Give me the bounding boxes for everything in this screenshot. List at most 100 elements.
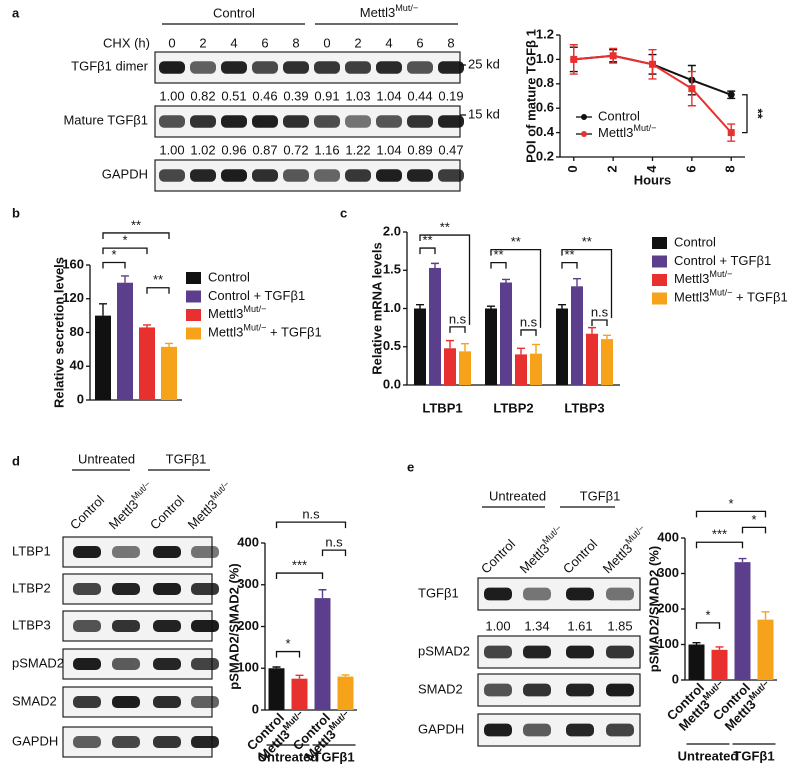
blot-band	[606, 587, 634, 601]
bar	[414, 308, 426, 385]
legend-marker	[581, 131, 587, 137]
data-point	[570, 55, 578, 63]
x-tick-label: 8	[723, 165, 738, 172]
bar	[571, 286, 583, 385]
blot-band	[112, 546, 140, 558]
error-bar	[318, 589, 327, 599]
error-bar	[416, 303, 424, 309]
blot-band	[190, 61, 216, 74]
significance-bracket	[102, 261, 126, 269]
significance-label: **	[440, 219, 450, 234]
y-tick-label: 0	[77, 391, 84, 406]
error-bar	[603, 334, 611, 340]
blot-band	[345, 61, 371, 74]
row-label: LTBP1	[12, 543, 51, 558]
quant-value: 1.04	[376, 88, 401, 103]
bar	[556, 308, 568, 385]
y-axis-label: Relative mRNA levels	[369, 242, 384, 374]
quant-value: 0.89	[407, 142, 432, 157]
blot-band	[606, 683, 634, 697]
quant-value: 0.87	[252, 142, 277, 157]
blot-band	[252, 61, 278, 74]
y-tick-label: 100	[237, 660, 259, 675]
data-point	[609, 52, 617, 60]
quant-value: 1.00	[485, 618, 510, 633]
bar	[711, 649, 728, 680]
significance-bracket	[275, 650, 301, 658]
significance-bracket	[275, 572, 324, 580]
y-tick-label: 200	[237, 618, 259, 633]
error-bar	[588, 326, 596, 334]
blot-band	[191, 583, 219, 595]
bar	[161, 346, 177, 400]
lane-label: Control	[147, 492, 187, 532]
blot-band	[314, 115, 340, 128]
legend-label: Mettl3Mut/− + TGFβ1	[208, 323, 322, 340]
lane-label: Mettl3Mut/−	[184, 479, 237, 532]
significance-bracket	[490, 261, 507, 269]
blot-band	[112, 658, 140, 670]
significance-label: *	[751, 512, 756, 527]
y-tick-label: 0.5	[383, 338, 401, 353]
blot-band	[191, 696, 219, 708]
quant-value: 0.39	[283, 88, 308, 103]
data-point	[727, 129, 735, 137]
error-bar	[532, 343, 540, 354]
blot-band	[484, 587, 512, 601]
y-tick-label: 200	[657, 600, 679, 615]
blot-band	[606, 723, 634, 737]
blot-band	[221, 169, 247, 182]
panel-label: e	[407, 459, 414, 474]
row-label: TGFβ1	[418, 585, 459, 600]
error-bar	[143, 324, 151, 328]
error-bar	[573, 277, 581, 287]
significance-label: ***	[712, 527, 727, 542]
size-marker: 15 kd	[468, 106, 500, 121]
row-label: pSMAD2	[12, 655, 64, 670]
blot-band	[283, 115, 309, 128]
significance-label: n.s	[325, 535, 343, 550]
bar	[444, 348, 456, 385]
blot-band	[283, 169, 309, 182]
panel-label: d	[12, 453, 20, 468]
blot-band	[345, 115, 371, 128]
blot-band	[566, 587, 594, 601]
time-point: 6	[416, 35, 423, 50]
legend-swatch	[186, 272, 201, 284]
legend-label: Mettl3Mut/−	[208, 304, 266, 321]
y-tick-label: 1.2	[536, 26, 554, 41]
bar	[530, 353, 542, 385]
blot-band	[523, 645, 551, 659]
bar	[268, 668, 285, 710]
blot-band	[153, 546, 181, 558]
legend-swatch	[652, 274, 667, 286]
blot-band	[190, 169, 216, 182]
data-point	[727, 91, 735, 99]
blot-band	[73, 658, 101, 670]
superscript: Mut/−	[243, 323, 266, 333]
blot-band	[438, 169, 464, 182]
legend-swatch	[186, 290, 201, 303]
error-bar	[502, 278, 510, 283]
legend-label: Control + TGFβ1	[208, 288, 305, 303]
significance-label: **	[131, 217, 141, 232]
text-part: Mettl3	[360, 5, 395, 20]
legend-swatch	[652, 292, 667, 305]
significance-label: **	[153, 272, 163, 287]
significance-label: **	[511, 234, 521, 249]
quant-value: 0.46	[252, 88, 277, 103]
error-bar	[341, 674, 350, 677]
blot-band	[73, 583, 101, 595]
panel-label: c	[340, 205, 347, 220]
superscript: Mut/−	[281, 709, 305, 733]
blot-band	[221, 115, 247, 128]
y-tick-label: 0.4	[536, 124, 555, 139]
text-part: Mettl3	[208, 325, 243, 340]
row-label: LTBP3	[12, 617, 51, 632]
blot-band	[314, 169, 340, 182]
blot-band	[112, 583, 140, 595]
blot-band	[159, 115, 185, 128]
quant-value: 1.85	[607, 618, 632, 633]
data-point	[649, 60, 656, 68]
row-label: TGFβ1 dimer	[71, 58, 148, 73]
